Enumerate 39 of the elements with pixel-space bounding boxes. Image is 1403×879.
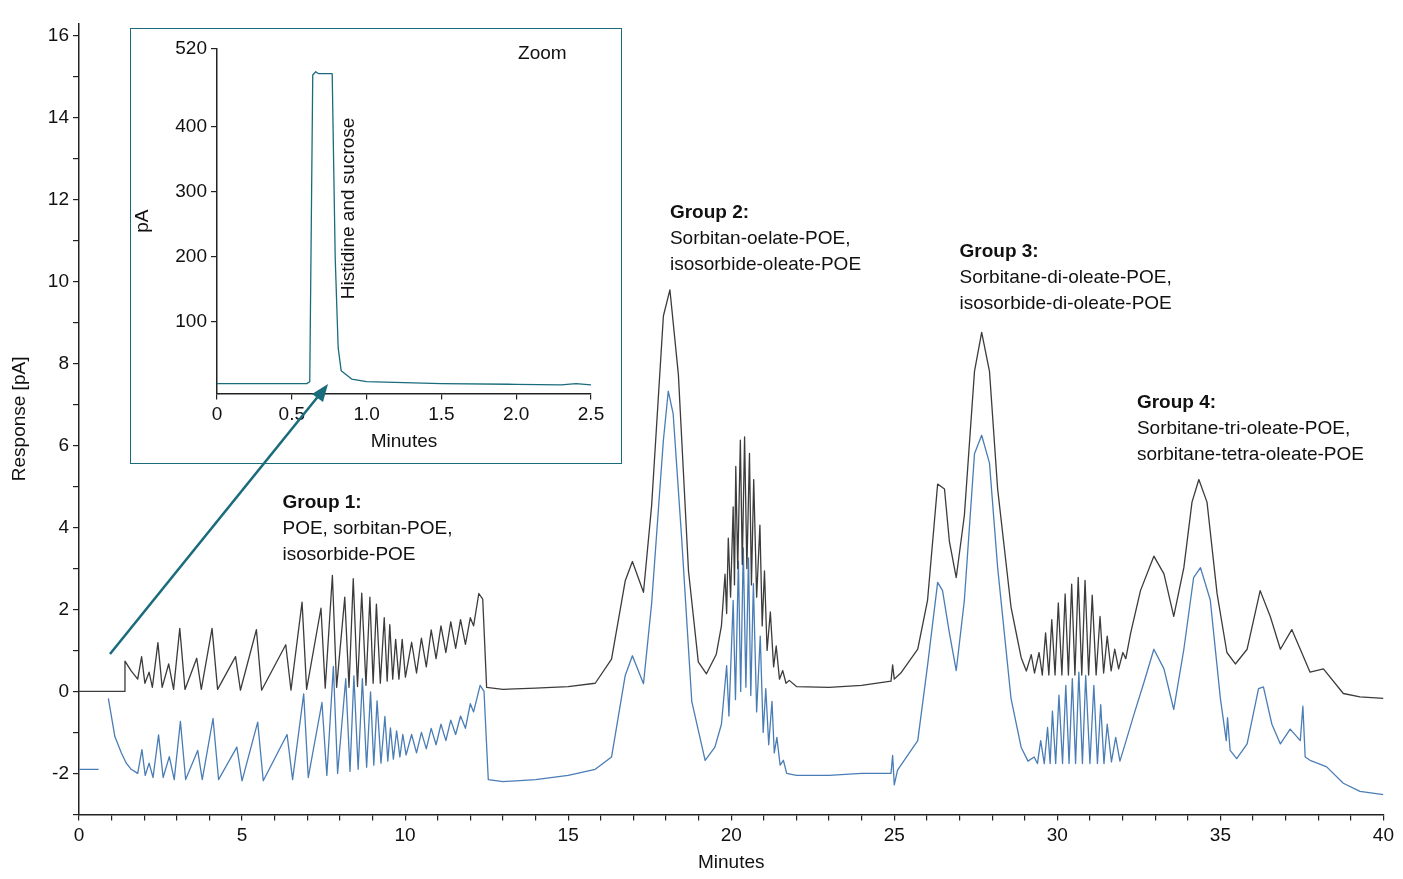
x-tick-label: 0 [211, 403, 223, 425]
y-tick-label: 300 [175, 180, 207, 202]
annotation: Group 3: Sorbitane-di-oleate-POE, isosorbide-di-oleate-POE [959, 240, 1172, 314]
annotation: Group 2: Sorbitan-oelate-POE, isosorbide-oleate-POE [669, 201, 862, 275]
y-axis-title: pA [130, 209, 152, 233]
y-tick-label: 14 [47, 105, 70, 127]
y-tick-label: 4 [58, 515, 70, 537]
annotation: Zoom [518, 41, 567, 63]
x-tick-label: 2.0 [502, 403, 530, 425]
x-axis-title: Minutes [697, 850, 765, 872]
x-tick-label: 1.5 [428, 403, 455, 425]
y-tick-label: 16 [47, 23, 69, 45]
annotation: Group 1: POE, sorbitan-POE, isosorbide-POE [282, 490, 453, 564]
x-tick-label: 1.0 [353, 403, 380, 425]
y-tick-label: 6 [58, 433, 69, 455]
annotation: Histidine and sucrose [336, 117, 358, 300]
y-tick-label: 2 [58, 597, 69, 619]
annotation: Group 4: Sorbitane-tri-oleate-POE, sorbitane-tetra-oleate-POE [1136, 391, 1364, 465]
x-tick-label: 40 [1372, 824, 1394, 846]
y-tick-label: 100 [175, 310, 207, 332]
x-tick-label: 0 [73, 824, 85, 846]
x-tick-label: 30 [1046, 824, 1068, 846]
x-tick-label: 15 [557, 824, 579, 846]
y-tick-label: -2 [52, 761, 69, 783]
y-tick-label: 10 [47, 269, 69, 291]
x-tick-label: 10 [394, 824, 416, 846]
x-tick-label: 5 [236, 824, 248, 846]
x-tick-label: 25 [883, 824, 905, 846]
y-tick-label: 0 [58, 679, 69, 701]
y-tick-label: 200 [175, 245, 207, 267]
y-tick-label: 12 [47, 187, 69, 209]
y-tick-label: 520 [175, 37, 207, 59]
y-tick-label: 8 [58, 351, 69, 373]
x-tick-label: 20 [720, 824, 742, 846]
x-tick-label: 2.5 [577, 403, 605, 425]
y-axis-title: Response [pA] [7, 356, 29, 482]
x-tick-label: 35 [1209, 824, 1231, 846]
x-axis-title: Minutes [370, 429, 438, 451]
y-tick-label: 400 [175, 115, 207, 137]
